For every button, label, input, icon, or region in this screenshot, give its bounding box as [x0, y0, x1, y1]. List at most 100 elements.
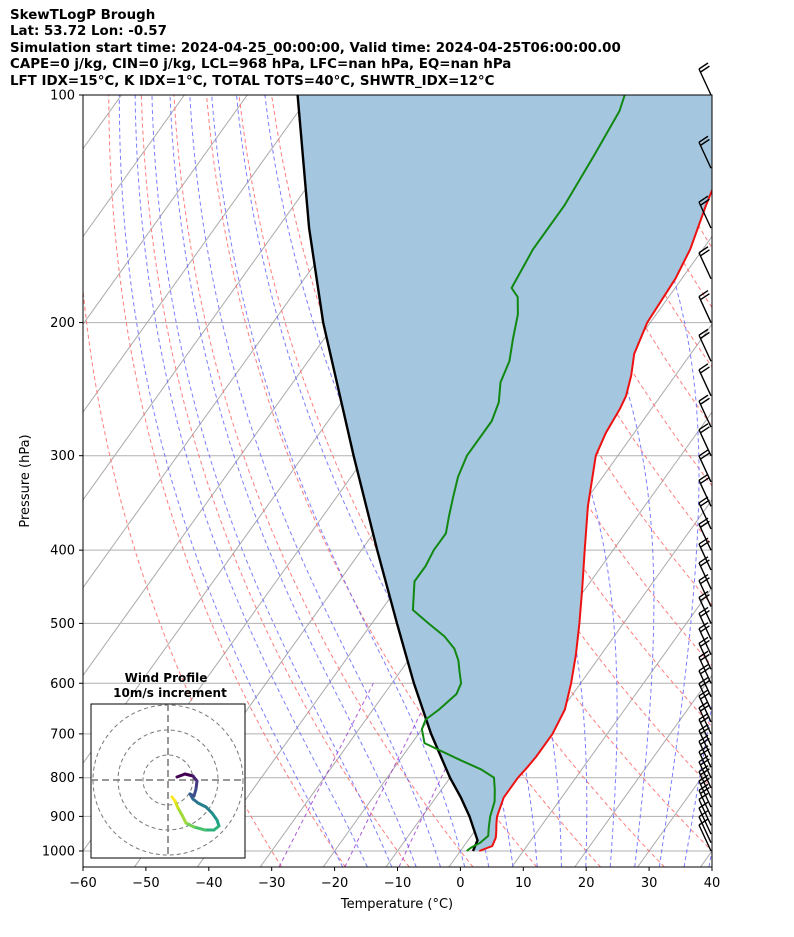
cin-cape-shading — [297, 95, 712, 851]
location-line: Lat: 53.72 Lon: -0.57 — [10, 24, 167, 40]
y-tick-label: 600 — [50, 677, 75, 692]
barb-staff — [698, 334, 712, 362]
y-tick-label: 100 — [50, 89, 75, 104]
barb-staff — [698, 741, 712, 768]
moist-adiabat-line — [169, 95, 417, 867]
isotherm-line — [763, 95, 794, 867]
barb-flag — [700, 397, 710, 405]
x-tick-label: −40 — [195, 876, 222, 891]
barb-staff — [698, 480, 712, 507]
barb-staff — [698, 816, 712, 843]
barb-flag — [698, 606, 709, 615]
barb-staff — [698, 201, 712, 229]
barb-flag — [700, 777, 710, 785]
barb-staff — [698, 695, 712, 723]
moist-adiabat-line — [118, 95, 344, 867]
barb-staff — [698, 455, 712, 483]
wind-barb — [698, 590, 712, 624]
hodograph-segment — [192, 825, 207, 832]
wind-barb — [698, 783, 712, 817]
dry-adiabat-line — [728, 95, 794, 867]
isotherm-line — [83, 95, 374, 501]
barb-flag — [698, 289, 709, 298]
barb-flag — [700, 138, 710, 146]
barb-flag — [698, 818, 709, 826]
wind-barbs — [698, 62, 712, 852]
y-tick-label: 400 — [50, 544, 75, 559]
barb-flag — [700, 366, 710, 374]
dry-adiabat-line — [760, 95, 794, 867]
wind-barb — [698, 573, 712, 607]
barb-flag — [700, 293, 710, 301]
barb-staff — [698, 523, 712, 551]
barb-staff — [698, 400, 712, 428]
indices-line-2: LFT IDX=15°C, K IDX=1°C, TOTAL TOTS=40°C… — [10, 73, 495, 89]
barb-staff — [698, 628, 712, 655]
barb-staff — [698, 751, 712, 779]
wind-barb — [698, 606, 712, 640]
hodograph-segment — [170, 795, 177, 803]
wind-barb — [698, 810, 712, 843]
barb-flag — [700, 593, 710, 602]
isotherm-line — [83, 95, 311, 413]
wind-barb — [698, 195, 712, 229]
wind-barb — [698, 636, 712, 670]
barb-staff — [698, 799, 712, 826]
dry-adiabat-line — [499, 95, 712, 487]
barb-staff — [698, 761, 712, 789]
moist-adiabat-line — [708, 848, 712, 867]
barb-flag — [698, 810, 709, 818]
dry-adiabat-line — [173, 95, 474, 867]
x-tick-label: −30 — [258, 876, 285, 891]
dewpoint-line — [411, 95, 626, 852]
barb-flag — [700, 476, 710, 485]
barb-flag — [700, 426, 710, 434]
y-tick-label: 300 — [50, 449, 75, 464]
barb-flag — [700, 625, 710, 633]
barb-flag — [698, 636, 709, 644]
barb-flag — [698, 792, 709, 800]
barb-flag — [698, 135, 709, 143]
mixing-ratio-line — [398, 683, 487, 867]
temperature-line — [478, 187, 712, 852]
wind-barb — [698, 62, 712, 96]
dry-adiabat-line — [108, 95, 346, 867]
wind-barb — [698, 328, 712, 362]
wind-barb — [698, 774, 712, 808]
y-tick-label: 1000 — [42, 844, 75, 859]
barb-flag — [698, 622, 709, 630]
barb-staff — [698, 643, 712, 670]
barb-flag — [700, 249, 710, 257]
barb-staff — [698, 719, 712, 746]
moist-adiabat-line — [384, 95, 588, 867]
wind-barb — [698, 363, 712, 397]
barb-staff — [698, 730, 712, 757]
wind-barb — [698, 818, 712, 852]
isotherm-line — [83, 95, 248, 326]
barb-staff — [698, 429, 712, 456]
barb-staff — [698, 296, 712, 323]
barb-staff — [698, 656, 712, 684]
barb-staff — [698, 502, 712, 530]
wind-barb — [698, 622, 712, 655]
barb-staff — [698, 790, 712, 817]
barb-flag — [700, 331, 710, 339]
moist-adiabat-line — [514, 95, 655, 867]
barb-staff — [698, 543, 712, 571]
y-tick-label: 500 — [50, 617, 75, 632]
wind-barb — [698, 449, 712, 483]
barb-staff — [698, 252, 712, 280]
wind-barb — [698, 394, 712, 428]
moist-adiabat-line — [605, 95, 700, 867]
barb-staff — [698, 780, 712, 808]
wind-barb — [698, 801, 712, 835]
y-tick-label: 900 — [50, 810, 75, 825]
moist-adiabat-line — [189, 95, 441, 867]
wind-barb — [698, 473, 712, 507]
barb-flag — [698, 449, 709, 457]
barb-staff — [698, 369, 712, 397]
x-axis-label: Temperature (°C) — [340, 897, 453, 912]
barb-staff — [698, 68, 712, 96]
hodograph — [91, 704, 245, 858]
